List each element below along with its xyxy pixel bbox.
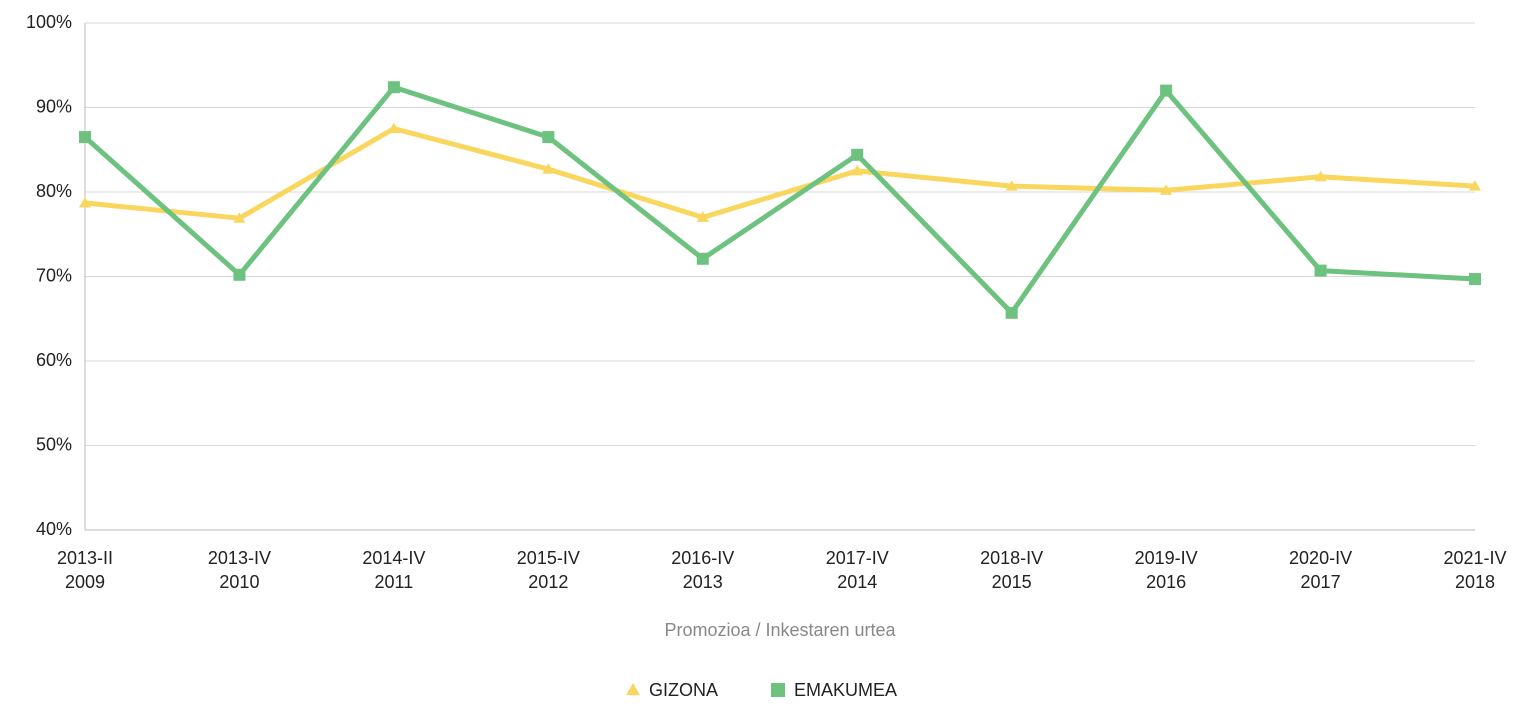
y-tick-label: 40% [36, 519, 72, 539]
legend-marker [626, 683, 640, 696]
series-line [83, 84, 1476, 316]
x-tick-label: 2015 [992, 572, 1032, 592]
legend-label: GIZONA [649, 680, 718, 700]
x-tick-label: 2013-II [57, 548, 113, 568]
x-tick-label: 2019-IV [1135, 548, 1198, 568]
data-point [851, 148, 864, 161]
data-point [696, 211, 709, 222]
y-tick-label: 90% [36, 96, 72, 116]
data-point [79, 196, 91, 208]
x-tick-label: 2015-IV [517, 548, 580, 568]
x-tick-label: 2020-IV [1289, 548, 1352, 568]
y-tick-label: 70% [36, 265, 72, 285]
data-point [233, 212, 246, 223]
x-tick-label: 2017-IV [826, 548, 889, 568]
data-point [542, 131, 555, 144]
x-tick-label: 2014-IV [362, 548, 425, 568]
x-tick-label: 2014 [837, 572, 877, 592]
data-point [1160, 184, 1173, 195]
data-point [1005, 306, 1018, 319]
y-tick-label: 50% [36, 434, 72, 454]
y-tick-label: 80% [36, 181, 72, 201]
x-tick-label: 2016-IV [671, 548, 734, 568]
data-point [387, 81, 400, 94]
x-tick-label: 2017 [1301, 572, 1341, 592]
x-tick-label: 2016 [1146, 572, 1186, 592]
data-point [1314, 264, 1327, 277]
data-point [1160, 84, 1173, 97]
data-point [387, 122, 400, 134]
x-tick-label: 2018 [1455, 572, 1495, 592]
legend-marker [771, 683, 786, 697]
x-tick-label: 2018-IV [980, 548, 1043, 568]
legend-label: EMAKUMEA [794, 680, 897, 700]
data-point [79, 131, 91, 144]
y-tick-label: 100% [26, 12, 72, 32]
data-point [1005, 180, 1018, 191]
x-tick-label: 2013-IV [208, 548, 271, 568]
data-point [1469, 180, 1481, 191]
x-tick-label: 2009 [65, 572, 105, 592]
data-point [1469, 273, 1481, 286]
x-axis-title: Promozioa / Inkestaren urtea [664, 620, 896, 640]
data-point [233, 268, 246, 281]
y-tick-label: 60% [36, 350, 72, 370]
data-point [696, 252, 709, 265]
x-tick-label: 2013 [683, 572, 723, 592]
data-point [851, 164, 864, 176]
x-tick-label: 2012 [528, 572, 568, 592]
x-tick-label: 2021-IV [1443, 548, 1506, 568]
data-point [542, 163, 555, 174]
data-point [1314, 170, 1327, 182]
x-tick-label: 2010 [219, 572, 259, 592]
x-tick-label: 2011 [375, 572, 414, 592]
